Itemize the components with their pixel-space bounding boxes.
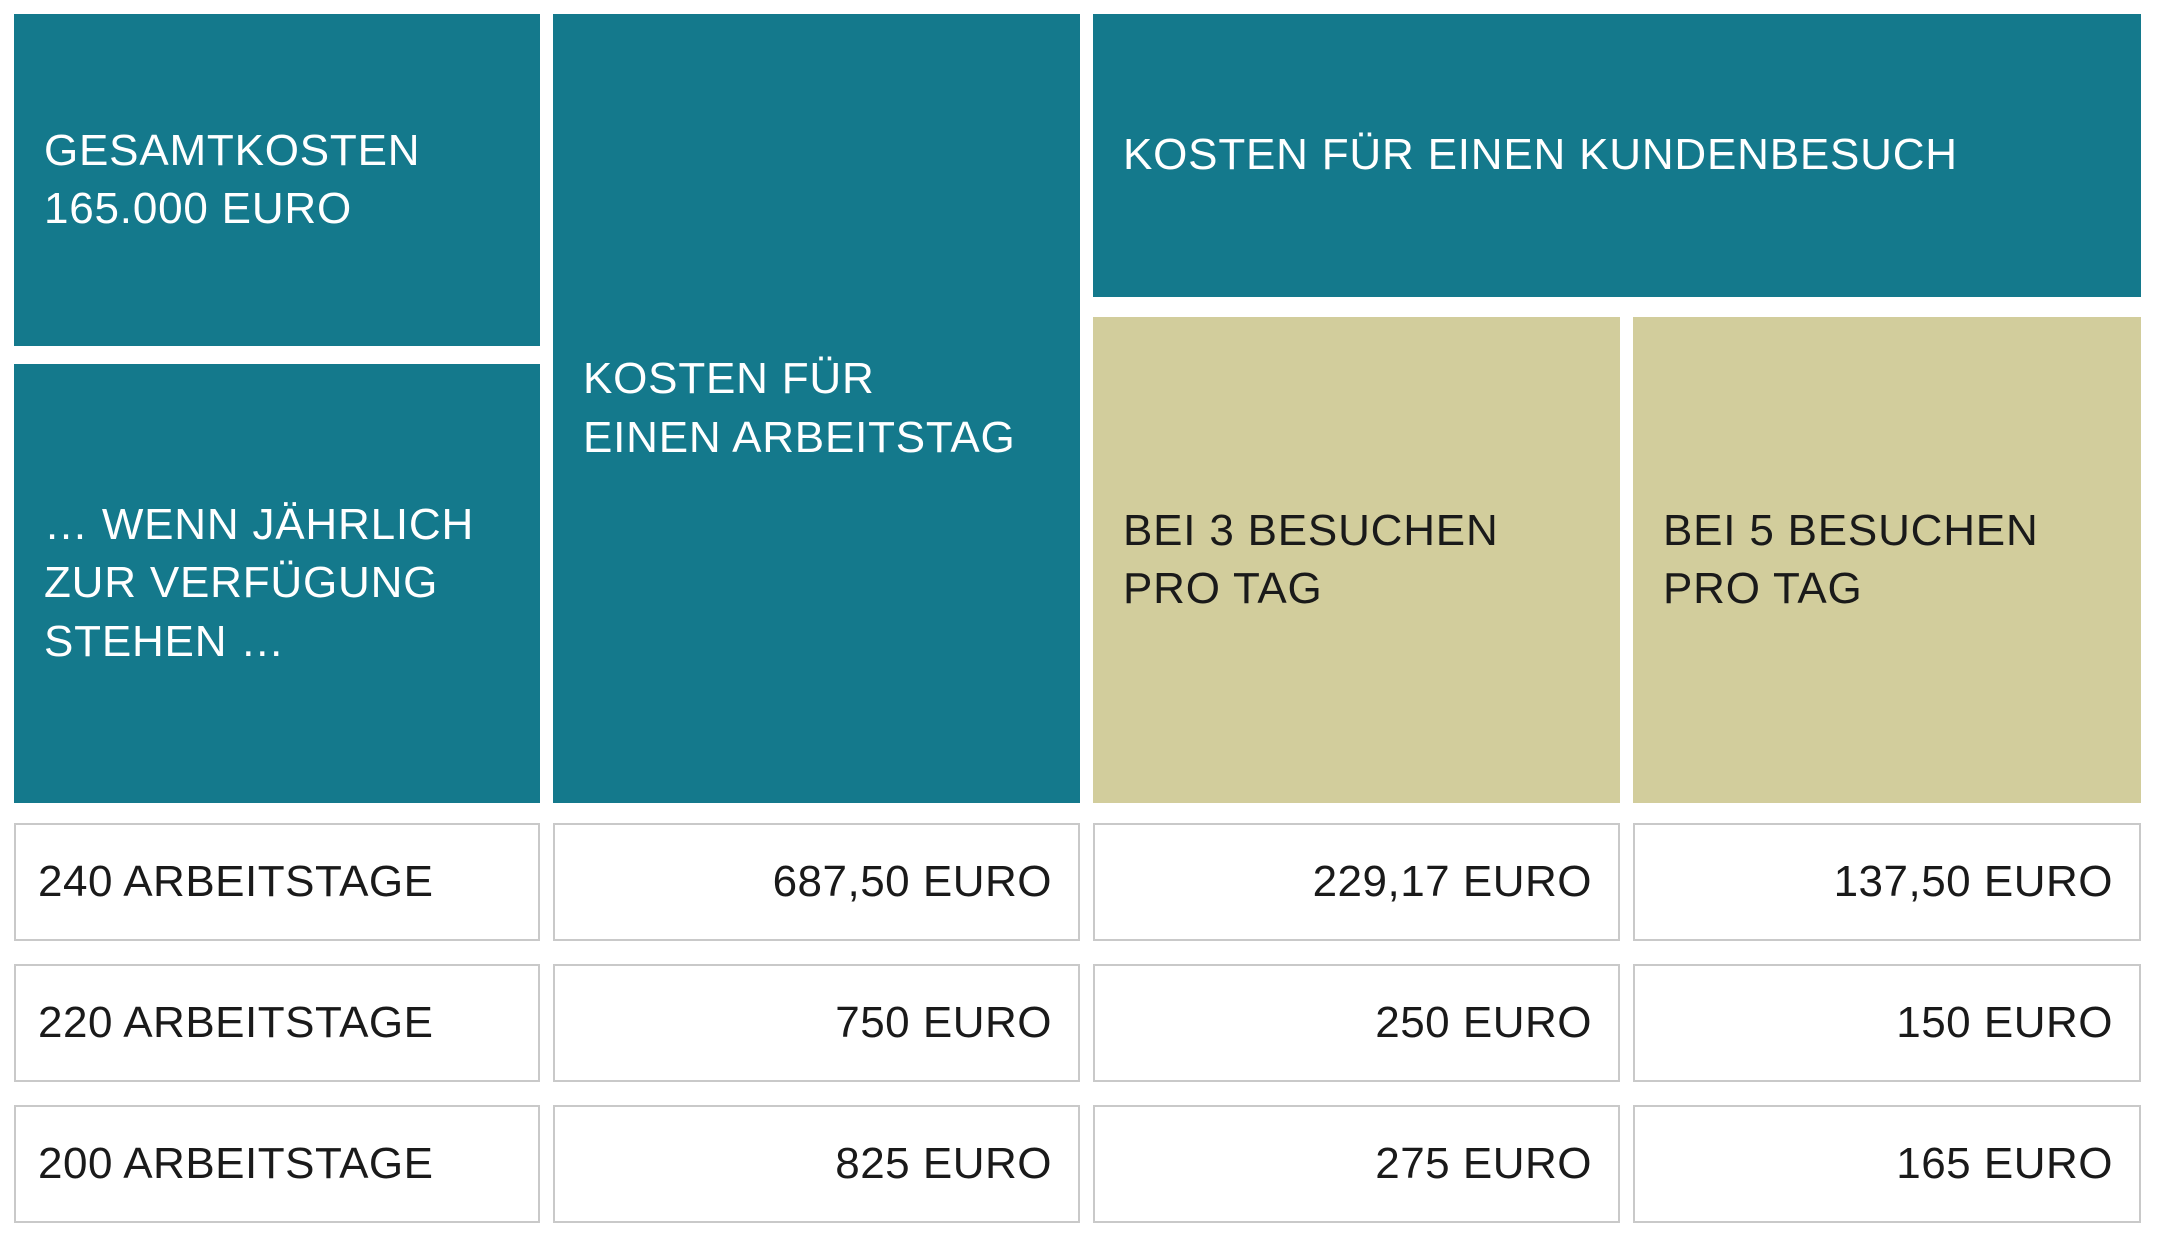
cost-per-workday-text: KOSTEN FÜR EINEN ARBEITSTAG <box>583 354 1016 462</box>
visits-5-per-day-text: BEI 5 BESUCHEN PRO TAG <box>1663 505 2039 613</box>
cell-workdays-row2: 220 ARBEITSTAGE <box>14 964 540 1082</box>
cell-cost-3-visits-row1: 229,17 EURO <box>1093 823 1620 941</box>
cell-workdays-row3: 200 ARBEITSTAGE <box>14 1105 540 1223</box>
cell-cost-5-visits-row3: 165 EURO <box>1633 1105 2141 1223</box>
cell-cost-3-visits-row3: 275 EURO <box>1093 1105 1620 1223</box>
cost-per-visit-header-block: KOSTEN FÜR EINEN KUNDENBESUCH <box>1093 14 2141 297</box>
total-cost-text: GESAMTKOSTEN 165.000 EURO <box>44 125 421 233</box>
cost-per-workday-block: KOSTEN FÜR EINEN ARBEITSTAG <box>553 14 1080 803</box>
cell-cost-per-day-row1: 687,50 EURO <box>553 823 1080 941</box>
cell-cost-per-day-row3: 825 EURO <box>553 1105 1080 1223</box>
cell-cost-5-visits-row1: 137,50 EURO <box>1633 823 2141 941</box>
cell-cost-5-visits-row2: 150 EURO <box>1633 964 2141 1082</box>
total-cost-block: GESAMTKOSTEN 165.000 EURO <box>14 14 540 346</box>
availability-text: … WENN JÄHRLICH ZUR VERFÜGUNG STEHEN … <box>44 500 475 666</box>
availability-block: … WENN JÄHRLICH ZUR VERFÜGUNG STEHEN … <box>14 364 540 803</box>
cost-per-visit-header-text: KOSTEN FÜR EINEN KUNDENBESUCH <box>1123 130 1958 180</box>
cell-cost-per-day-row2: 750 EURO <box>553 964 1080 1082</box>
cell-workdays-row1: 240 ARBEITSTAGE <box>14 823 540 941</box>
cell-cost-3-visits-row2: 250 EURO <box>1093 964 1620 1082</box>
visits-3-per-day-block: BEI 3 BESUCHEN PRO TAG <box>1093 317 1620 803</box>
visits-3-per-day-text: BEI 3 BESUCHEN PRO TAG <box>1123 505 1499 613</box>
visits-5-per-day-block: BEI 5 BESUCHEN PRO TAG <box>1633 317 2141 803</box>
